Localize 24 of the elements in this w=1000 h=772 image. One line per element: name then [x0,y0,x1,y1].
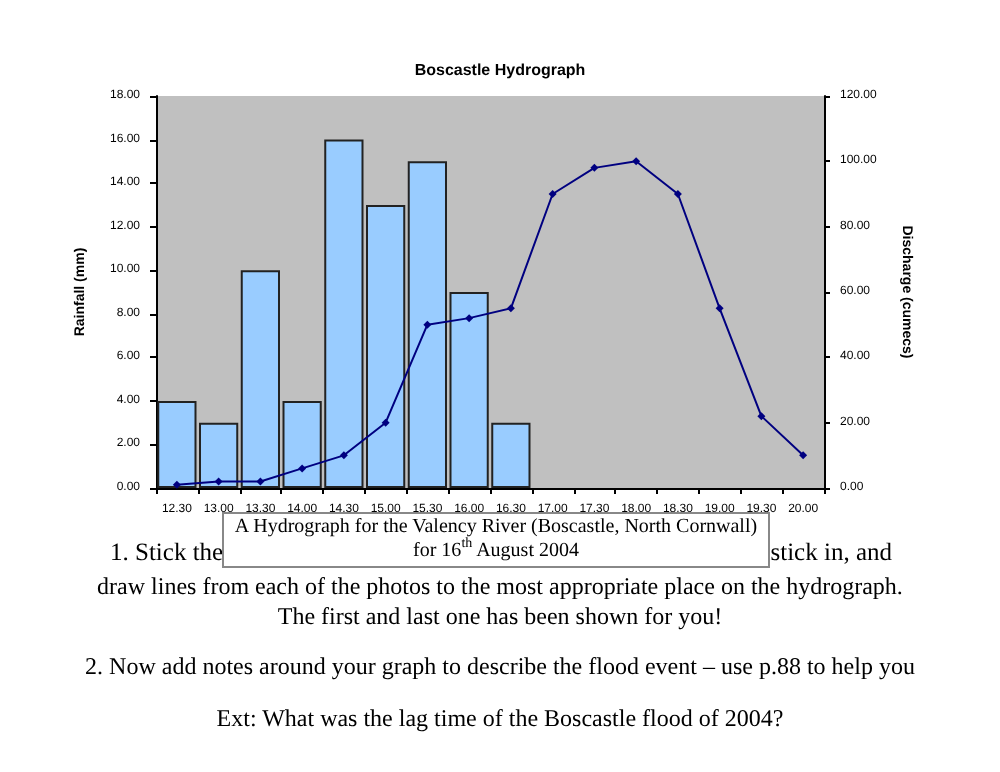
point [673,190,682,198]
point [423,320,432,329]
text: A Hydrograph for the Valency River (Boscastle, North Cornwall) for 16$^{th}$ August 2004 [234,516,758,562]
point [590,163,599,172]
point [548,190,557,198]
text: 1. Stick the [110,538,224,568]
text: draw lines from each of the photos to the most appropriate place on the hydrograph. [95,572,905,602]
point [339,451,348,460]
point [799,451,808,460]
text: stick in, and [770,538,892,568]
point [506,304,515,313]
point [298,464,307,473]
text: 2. Now add notes around your graph to describe the flood event – use p.88 to help you [83,652,917,682]
chart-title: Boscastle Hydrograph [414,61,586,79]
point [632,157,641,166]
point [214,477,223,486]
text: Ext: What was the lag time of the Boscastle flood of 2004? [214,704,786,734]
text: The first and last one has been shown for you! [275,602,725,632]
point [465,314,474,323]
point [172,480,181,489]
point [715,304,724,313]
point [757,412,766,421]
point [256,477,265,486]
point [381,418,390,427]
